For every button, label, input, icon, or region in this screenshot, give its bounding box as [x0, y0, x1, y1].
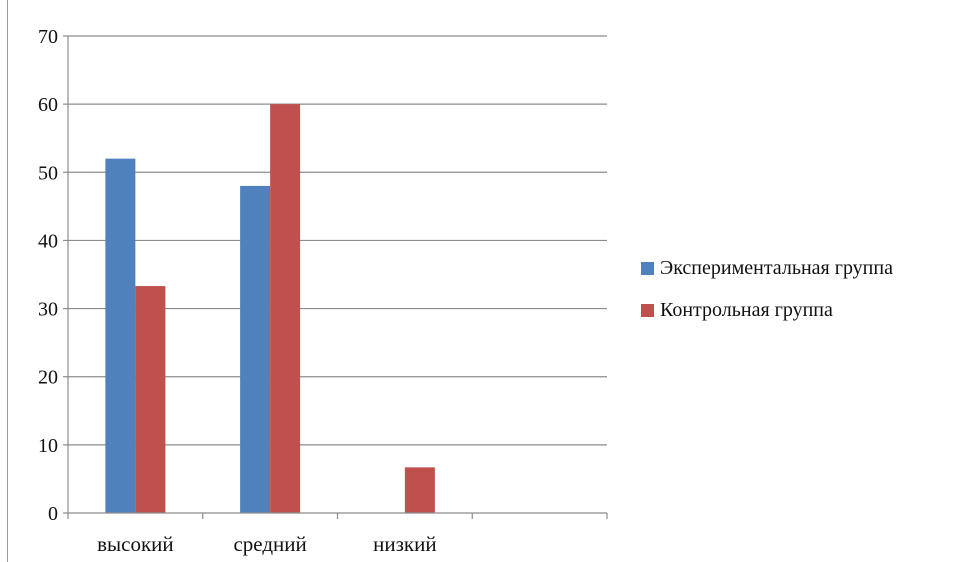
y-tick-label: 40 [38, 230, 58, 252]
legend-label-control: Контрольная группа [660, 298, 833, 321]
y-tick-label: 70 [38, 26, 58, 48]
y-tick-label: 30 [38, 299, 58, 321]
x-tick-label: средний [233, 532, 306, 556]
bar [240, 185, 271, 513]
chart-legend: Экспериментальная группа Контрольная гру… [641, 256, 893, 340]
x-tick-label: низкий [373, 532, 436, 556]
x-tick-label: высокий [97, 532, 174, 556]
legend-swatch-experimental [641, 261, 654, 275]
bar [135, 286, 166, 513]
legend-swatch-control [641, 303, 654, 317]
bar [404, 467, 435, 513]
y-tick-label: 0 [48, 503, 58, 525]
bar [270, 104, 301, 514]
y-tick-label: 50 [38, 162, 58, 184]
legend-label-experimental: Экспериментальная группа [660, 256, 893, 279]
y-tick-label: 10 [38, 435, 58, 457]
legend-item-experimental: Экспериментальная группа [641, 256, 893, 280]
y-tick-label: 20 [38, 367, 58, 389]
bar [105, 158, 136, 513]
frame-border [7, 0, 8, 562]
legend-item-control: Контрольная группа [641, 298, 893, 322]
y-tick-label: 60 [38, 94, 58, 116]
